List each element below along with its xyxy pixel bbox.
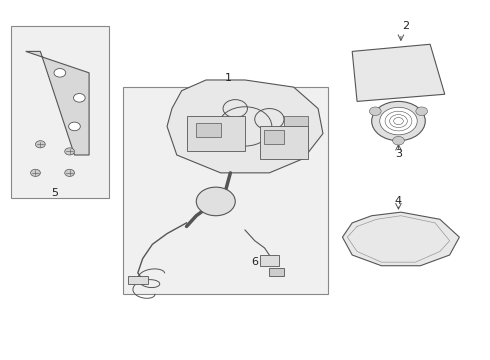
Text: 1: 1 — [224, 73, 231, 83]
Polygon shape — [26, 51, 89, 155]
Bar — [128, 276, 147, 284]
Text: 5: 5 — [51, 188, 58, 198]
Circle shape — [416, 107, 428, 116]
Circle shape — [65, 169, 74, 176]
Text: 2: 2 — [402, 21, 409, 31]
Circle shape — [369, 107, 381, 116]
Circle shape — [65, 148, 74, 155]
Circle shape — [54, 68, 66, 77]
Bar — [270, 267, 284, 276]
Text: 6: 6 — [251, 257, 258, 267]
Circle shape — [35, 141, 45, 148]
Bar — [187, 116, 245, 152]
Circle shape — [69, 122, 80, 131]
Bar — [284, 116, 308, 126]
FancyBboxPatch shape — [123, 87, 328, 294]
Bar — [265, 130, 284, 144]
Circle shape — [196, 187, 235, 216]
FancyBboxPatch shape — [11, 26, 109, 198]
Circle shape — [74, 94, 85, 102]
Text: 4: 4 — [395, 197, 402, 206]
Bar — [260, 126, 308, 158]
Text: 3: 3 — [395, 149, 402, 159]
Polygon shape — [343, 212, 460, 266]
Bar — [196, 123, 220, 137]
Circle shape — [30, 169, 40, 176]
Circle shape — [392, 136, 404, 145]
Bar — [260, 255, 279, 266]
Circle shape — [372, 102, 425, 141]
Polygon shape — [352, 44, 445, 102]
Circle shape — [380, 107, 417, 135]
Polygon shape — [167, 80, 323, 173]
